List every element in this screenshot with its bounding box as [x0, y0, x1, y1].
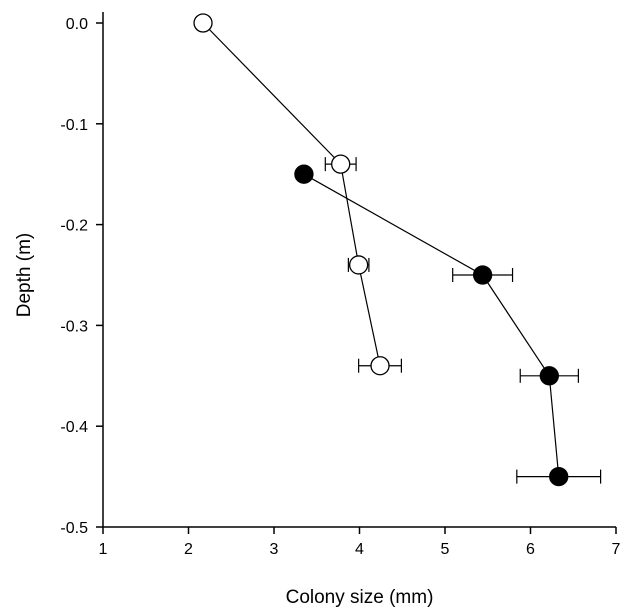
x-tick-label: 2: [184, 541, 193, 558]
data-point: [472, 265, 493, 285]
series-2: [294, 164, 602, 487]
data-point: [348, 255, 369, 275]
x-tick-label: 3: [270, 541, 279, 558]
x-tick-label: 4: [355, 541, 364, 558]
x-tick-label: 7: [612, 541, 621, 558]
x-tick-label: 5: [441, 541, 450, 558]
series-layer: [193, 13, 602, 487]
y-tick-label: -0.4: [60, 419, 88, 436]
data-point: [539, 366, 559, 386]
y-tick-label: 0.0: [66, 16, 88, 33]
data-point: [331, 154, 351, 174]
y-tick-label: -0.2: [60, 218, 88, 235]
data-point: [193, 13, 213, 33]
y-tick-label: -0.5: [60, 520, 88, 537]
y-tick-label: -0.1: [60, 117, 88, 134]
x-tick-label: 6: [526, 541, 535, 558]
axes: 1 2 3 4 5 6 7 0.0 -0.1 -0.2 -0.3 -0.4 -0.5: [60, 12, 621, 558]
x-axis-title: Colony size (mm): [286, 587, 434, 608]
series-1: [193, 13, 402, 376]
series-line: [202, 22, 381, 366]
data-point: [549, 466, 569, 487]
data-point: [294, 164, 314, 184]
y-tick-label: -0.3: [60, 318, 88, 335]
data-point: [370, 356, 390, 376]
series-line: [303, 173, 560, 477]
y-axis-title: Depth (m): [14, 233, 35, 317]
x-tick-label: 1: [99, 541, 108, 558]
